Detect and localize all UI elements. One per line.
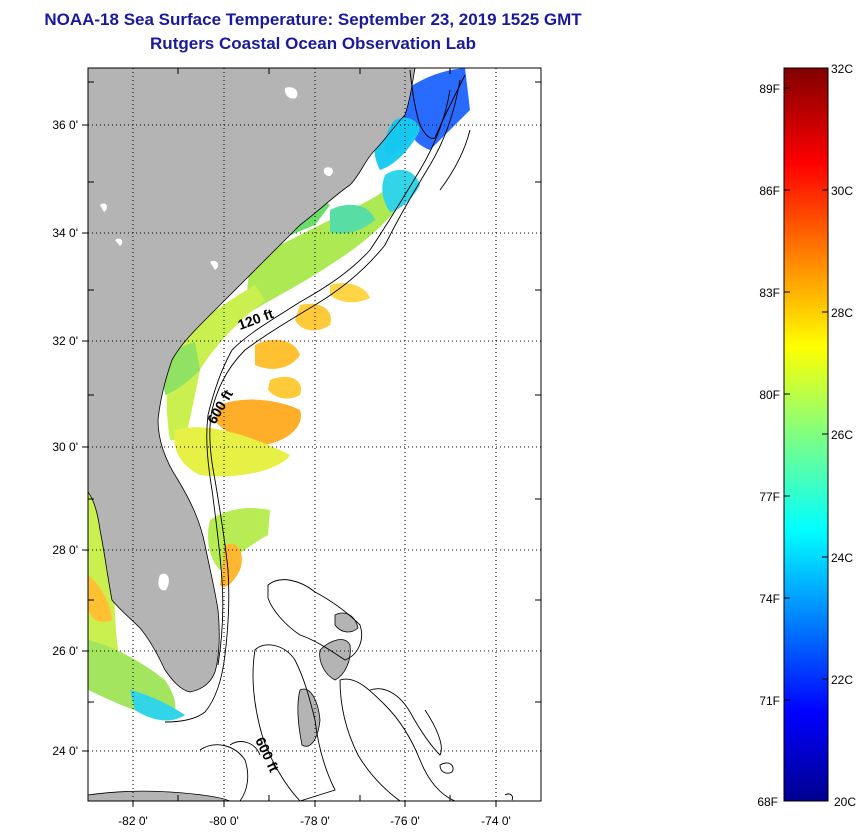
- colorbar-gradient: [783, 67, 829, 802]
- lon-label: -78 0': [300, 814, 330, 828]
- cuba-land: [88, 790, 231, 801]
- colorbar-f-label: 83F: [759, 286, 780, 300]
- colorbar-c-label: 22C: [831, 673, 853, 687]
- lat-label: 32 0': [52, 334, 78, 348]
- colorbar-f-label: 71F: [759, 694, 780, 708]
- colorbar-c-label: 20C: [834, 795, 856, 809]
- lon-label: -74 0': [481, 814, 511, 828]
- map-subtitle: Rutgers Coastal Ocean Observation Lab: [150, 34, 476, 53]
- colorbar-c-label: 24C: [831, 551, 853, 565]
- coastline: [88, 68, 416, 693]
- colorbar-c-label: 26C: [831, 428, 853, 442]
- lat-label: 34 0': [52, 226, 78, 240]
- longitude-labels: -82 0' -80 0' -78 0' -76 0' -74 0': [118, 814, 511, 828]
- latitude-labels: 36 0' 34 0' 32 0' 30 0' 28 0' 26 0' 24 0…: [52, 118, 78, 758]
- colorbar-f-label: 86F: [759, 184, 780, 198]
- lon-label: -80 0': [209, 814, 239, 828]
- lon-label: -76 0': [390, 814, 420, 828]
- lat-label: 30 0': [52, 440, 78, 454]
- axis-ticks: [82, 68, 541, 807]
- bahamas-land: [297, 612, 359, 747]
- outer-banks: [409, 69, 466, 139]
- inland-lakes: [100, 87, 333, 591]
- lat-label: 26 0': [52, 644, 78, 658]
- colorbar-c-label: 28C: [831, 306, 853, 320]
- map-title: NOAA-18 Sea Surface Temperature: Septemb…: [44, 10, 582, 29]
- bathymetry-contours: [164, 79, 513, 801]
- colorbar-f-label: 77F: [759, 490, 780, 504]
- temperature-colorbar: 89F 86F 83F 80F 77F 74F 71F 68F 32C 30C …: [757, 62, 856, 809]
- lat-label: 24 0': [52, 744, 78, 758]
- colorbar-c-label: 30C: [831, 184, 853, 198]
- colorbar-c-label: 32C: [831, 62, 853, 76]
- colorbar-f-label: 80F: [759, 388, 780, 402]
- colorbar-f-label: 74F: [759, 592, 780, 606]
- lon-label: -82 0': [118, 814, 148, 828]
- us-land: [88, 68, 415, 692]
- lat-label: 36 0': [52, 118, 78, 132]
- lat-label: 28 0': [52, 543, 78, 557]
- colorbar-f-label: 68F: [757, 795, 778, 809]
- colorbar-f-label: 89F: [759, 82, 780, 96]
